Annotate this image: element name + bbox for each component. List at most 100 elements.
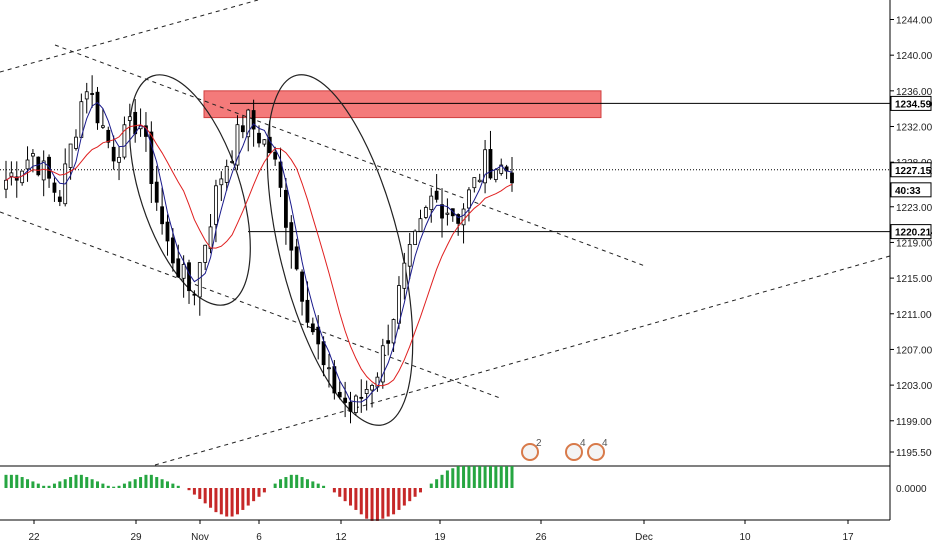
- price-tag-box: [890, 224, 932, 240]
- candle-body: [31, 153, 35, 157]
- oscillator-bar: [332, 488, 336, 493]
- oscillator-bar: [279, 479, 283, 488]
- oscillator-bar: [101, 483, 105, 488]
- candle-body: [230, 161, 234, 163]
- oscillator-bar: [418, 488, 422, 493]
- candle-body: [100, 125, 105, 128]
- price-tag-box: [890, 162, 932, 178]
- oscillator-bar: [79, 474, 83, 488]
- event-badge: 2: [521, 438, 542, 461]
- oscillator-bar: [316, 483, 320, 488]
- oscillator-bar: [122, 483, 126, 488]
- candle-body: [294, 246, 299, 270]
- price-tag-label: 1234.590: [895, 99, 932, 110]
- candle-body: [257, 132, 261, 144]
- candle-body: [300, 271, 304, 302]
- oscillator-bar: [494, 466, 498, 488]
- oscillator-bar: [214, 488, 218, 513]
- candle-body: [240, 125, 245, 133]
- price-tag-box: [890, 182, 932, 198]
- oscillator-bar: [128, 481, 132, 488]
- oscillator-bar: [176, 485, 180, 488]
- candle-body: [310, 323, 315, 333]
- oscillator-bar: [69, 477, 73, 488]
- oscillator-bar: [31, 481, 35, 488]
- candle-body: [9, 172, 14, 177]
- oscillator-bar: [192, 488, 196, 495]
- moving-averages-layer: [5, 101, 513, 403]
- oscillator-bar: [488, 466, 492, 488]
- candle-body: [133, 111, 138, 135]
- candle-body: [434, 190, 439, 200]
- price-tag-label: 1220.214: [895, 228, 932, 239]
- oscillator-layer: [0, 465, 890, 521]
- candle-body: [380, 345, 385, 383]
- oscillator-bar: [106, 485, 110, 488]
- y-tick-label: 1223.000: [896, 203, 932, 214]
- event-badge-ring: [587, 443, 605, 461]
- event-badge-count: 4: [602, 438, 608, 449]
- x-tick-label: 12: [335, 532, 347, 543]
- candle-body: [127, 116, 132, 121]
- candle-body: [267, 136, 272, 154]
- oscillator-bar: [505, 466, 509, 488]
- candle-body: [364, 389, 369, 394]
- oscillator-bar: [273, 483, 277, 488]
- candle-body: [289, 222, 294, 251]
- oscillator-bar: [241, 488, 245, 510]
- oscillator-bar: [370, 488, 374, 521]
- oscillator-bar: [36, 483, 40, 488]
- oscillator-bar: [408, 488, 412, 502]
- y-tick-label: 1207.000: [896, 345, 932, 356]
- candle-body: [149, 131, 154, 184]
- oscillator-bar: [209, 488, 213, 508]
- candle-body: [160, 206, 165, 225]
- price-tag-label: 1227.151: [895, 166, 932, 177]
- oscillator-bar: [467, 466, 471, 488]
- oscillator-bar: [478, 466, 482, 488]
- oscillator-bar: [187, 488, 191, 491]
- oscillator-bar: [198, 488, 202, 499]
- x-tick-label: 29: [130, 532, 142, 543]
- left-curve-ellipse: [129, 74, 251, 306]
- candle-body: [41, 160, 46, 181]
- candle-body: [445, 212, 450, 215]
- y-tick-label: 1215.000: [896, 274, 932, 285]
- trendlines-layer: [0, 0, 891, 466]
- candle-body: [52, 182, 57, 193]
- oscillator-bar: [338, 488, 342, 497]
- candle-body: [251, 110, 256, 130]
- oscillator-bar: [445, 470, 449, 488]
- y-tick-label: 1211.000: [896, 310, 932, 321]
- oscillator-bar: [219, 488, 223, 515]
- oscillator-bar: [381, 488, 385, 519]
- x-tick-label: Dec: [635, 532, 653, 543]
- x-tick-label: 17: [842, 532, 854, 543]
- event-badge-ring: [565, 443, 583, 461]
- descending-trendline-upper: [54, 44, 646, 267]
- x-tick-label: 6: [256, 532, 262, 543]
- candle-body: [353, 395, 358, 413]
- event-badge-count: 4: [580, 438, 586, 449]
- candle-body: [219, 178, 224, 186]
- oscillator-bar: [392, 488, 396, 515]
- oscillator-bar: [52, 483, 56, 488]
- candle-body: [418, 218, 423, 232]
- candle-body: [429, 195, 434, 210]
- candle-body: [165, 221, 170, 242]
- candle-body: [246, 109, 251, 138]
- oscillator-bar: [63, 479, 67, 488]
- upper-channel-trendline: [0, 0, 259, 73]
- candle-body: [423, 207, 428, 218]
- oscillator-bar: [284, 477, 288, 488]
- oscillator-bar: [225, 488, 229, 517]
- descending-trendline-lower: [0, 211, 501, 399]
- price-tag-label: 40:33: [895, 186, 921, 197]
- oscillator-bar: [386, 488, 390, 517]
- oscillator-bar: [74, 474, 78, 488]
- oscillator-bar: [230, 488, 234, 517]
- candle-body: [36, 156, 41, 176]
- candle-body: [472, 177, 477, 189]
- candle-body: [407, 244, 412, 267]
